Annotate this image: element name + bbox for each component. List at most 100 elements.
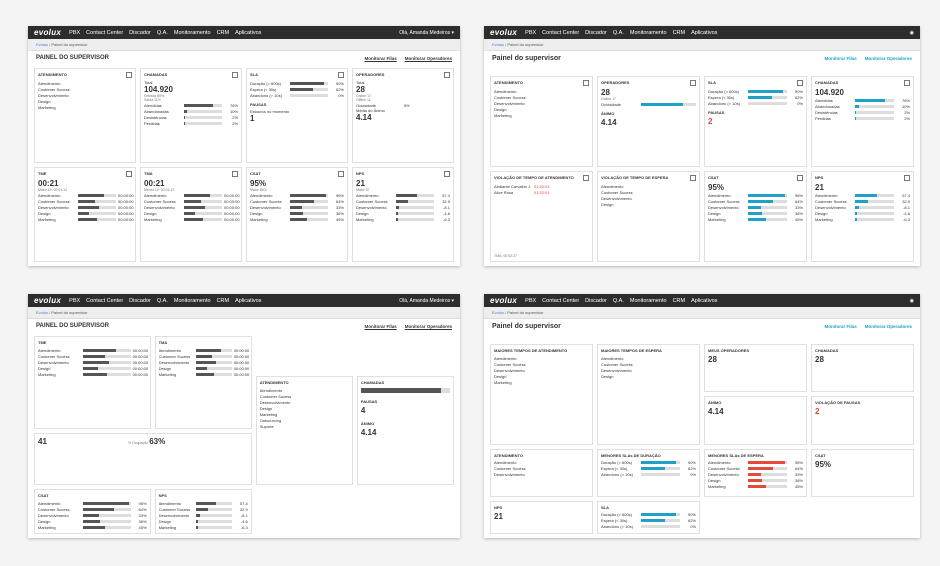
nav-item-pbx[interactable]: PBX xyxy=(69,29,81,36)
metric-label: Atendidas xyxy=(144,102,162,108)
expand-icon[interactable] xyxy=(690,175,696,181)
metric-bar xyxy=(183,193,222,197)
pauses-now-value: 1 xyxy=(250,114,255,123)
breadcrumb: Evolux / Painel do supervisor xyxy=(484,39,920,51)
nav-item-contact-center[interactable]: Contact Center xyxy=(542,297,580,304)
card-title: SLA xyxy=(250,72,258,77)
list-item: Design xyxy=(601,201,614,207)
metric-label: Perdidas xyxy=(815,115,831,121)
nav-item-discador[interactable]: Discador xyxy=(129,297,151,304)
metric-value: 00:00:00 xyxy=(224,192,240,198)
breadcrumb-root[interactable]: Evolux xyxy=(36,42,49,47)
page-title: PAINEL DO SUPERVISOR xyxy=(36,323,110,329)
expand-icon[interactable] xyxy=(232,171,238,177)
metric-value: 96% xyxy=(138,500,147,506)
csat-general: 95% xyxy=(815,459,832,469)
operators-total: 28 xyxy=(708,355,717,364)
metric-bar xyxy=(83,372,131,376)
user-menu[interactable]: Olá, Amanda Medeiros ▾ xyxy=(399,297,454,304)
nav-item-contact-center[interactable]: Contact Center xyxy=(542,29,580,36)
nav-item-aplicativos[interactable]: Aplicativos xyxy=(235,297,262,304)
metric-value: -6.3 xyxy=(240,524,248,530)
nav-item-contact-center[interactable]: Contact Center xyxy=(86,297,124,304)
nav-item-aplicativos[interactable]: Aplicativos xyxy=(235,29,262,36)
idleness-value: 5% xyxy=(403,102,410,108)
metric-label: Marketing xyxy=(158,371,177,377)
nav-item-pbx[interactable]: PBX xyxy=(525,297,537,304)
monitor-operators-link[interactable]: Monitorar Operadores xyxy=(404,323,452,329)
metric-label: Marketing xyxy=(38,216,56,222)
breadcrumb-root[interactable]: Evolux xyxy=(36,310,49,315)
metric-bar xyxy=(183,115,222,119)
brand-logo[interactable]: evolux xyxy=(34,28,62,37)
nav-item-monitoramento[interactable]: Monitoramento xyxy=(173,29,211,36)
avatar[interactable]: ◉ xyxy=(909,29,914,36)
metric-row: Atendimento 00:00:00 xyxy=(38,192,134,198)
metric-value: 62% xyxy=(687,466,696,472)
expand-icon[interactable] xyxy=(232,72,238,78)
card-title: OPERADORES xyxy=(356,72,385,77)
expand-icon[interactable] xyxy=(444,72,450,78)
nav-item-discador[interactable]: Discador xyxy=(585,29,607,36)
breadcrumb-root[interactable]: Evolux xyxy=(492,310,505,315)
nav-item-monitoramento[interactable]: Monitoramento xyxy=(629,297,667,304)
nav-item-discador[interactable]: Discador xyxy=(585,297,607,304)
expand-icon[interactable] xyxy=(126,72,132,78)
brand-logo[interactable]: evolux xyxy=(34,296,62,305)
expand-icon[interactable] xyxy=(690,80,696,86)
brand-logo[interactable]: evolux xyxy=(490,296,518,305)
expand-icon[interactable] xyxy=(797,80,803,86)
metric-bar xyxy=(855,211,894,215)
nav-item-monitoramento[interactable]: Monitoramento xyxy=(629,29,667,36)
card-csat: CSAT 95% Atendimento 96% Customer Sucess 64… xyxy=(704,171,807,262)
card-title: ATENDIMENTO xyxy=(38,72,67,77)
nav-item-aplicativos[interactable]: Aplicativos xyxy=(691,297,718,304)
expand-icon[interactable] xyxy=(126,171,132,177)
nav-item-pbx[interactable]: PBX xyxy=(69,297,81,304)
page-header: PAINEL DO SUPERVISOR Monitorar Filas Mon… xyxy=(28,319,460,333)
card-title: MAIORES TEMPOS DE ATENDIMENTO xyxy=(494,348,568,353)
monitor-queues-link[interactable]: Monitorar Filas xyxy=(824,324,857,329)
expand-icon[interactable] xyxy=(583,80,589,86)
card-title: CHAMADAS xyxy=(360,380,385,385)
list-item: Atendimento xyxy=(601,355,624,361)
nav-item-crm[interactable]: CRM xyxy=(216,29,230,36)
metric-row: Atendidas 76% xyxy=(815,97,910,103)
csat-breakdown: Atendimento 96% Customer Sucess 64% Desenvol… xyxy=(38,500,147,530)
metric-row: Marketing 45% xyxy=(250,216,344,222)
monitor-operators-link[interactable]: Monitorar Operadores xyxy=(404,55,452,61)
expand-icon[interactable] xyxy=(338,72,344,78)
nav-item-discador[interactable]: Discador xyxy=(129,29,151,36)
expand-icon[interactable] xyxy=(444,171,450,177)
breadcrumb-root[interactable]: Evolux xyxy=(492,42,505,47)
expand-icon[interactable] xyxy=(797,175,803,181)
monitor-operators-link[interactable]: Monitorar Operadores xyxy=(864,324,912,329)
monitor-queues-link[interactable]: Monitorar Filas xyxy=(364,323,397,329)
nav-item-pbx[interactable]: PBX xyxy=(525,29,537,36)
user-menu[interactable]: Olá, Amanda Medeiros ▾ xyxy=(399,29,454,36)
nav-item-qa[interactable]: Q.A. xyxy=(612,297,624,304)
nav-item-crm[interactable]: CRM xyxy=(672,297,686,304)
nav-item-aplicativos[interactable]: Aplicativos xyxy=(691,29,718,36)
nav-item-qa[interactable]: Q.A. xyxy=(156,29,168,36)
expand-icon[interactable] xyxy=(583,175,589,181)
nav-item-qa[interactable]: Q.A. xyxy=(156,297,168,304)
metric-label: Abandono (> 10s) xyxy=(708,100,740,106)
expand-icon[interactable] xyxy=(904,175,910,181)
avatar[interactable]: ◉ xyxy=(909,297,914,304)
nav-item-qa[interactable]: Q.A. xyxy=(612,29,624,36)
list-item: Desenvolvimento xyxy=(259,399,291,405)
metric-value: 2% xyxy=(232,114,238,120)
monitor-queues-link[interactable]: Monitorar Filas xyxy=(364,55,397,61)
nav-item-monitoramento[interactable]: Monitoramento xyxy=(173,297,211,304)
nav-item-crm[interactable]: CRM xyxy=(216,297,230,304)
tme-breakdown: Atendimento 00:00:00 Customer Sucess 00:00:… xyxy=(38,192,134,222)
monitor-queues-link[interactable]: Monitorar Filas xyxy=(824,56,857,61)
expand-icon[interactable] xyxy=(904,80,910,86)
nav-item-contact-center[interactable]: Contact Center xyxy=(86,29,124,36)
metric-value: -8.1 xyxy=(240,512,248,518)
brand-logo[interactable]: evolux xyxy=(490,28,518,37)
monitor-operators-link[interactable]: Monitorar Operadores xyxy=(864,56,912,61)
expand-icon[interactable] xyxy=(338,171,344,177)
nav-item-crm[interactable]: CRM xyxy=(672,29,686,36)
